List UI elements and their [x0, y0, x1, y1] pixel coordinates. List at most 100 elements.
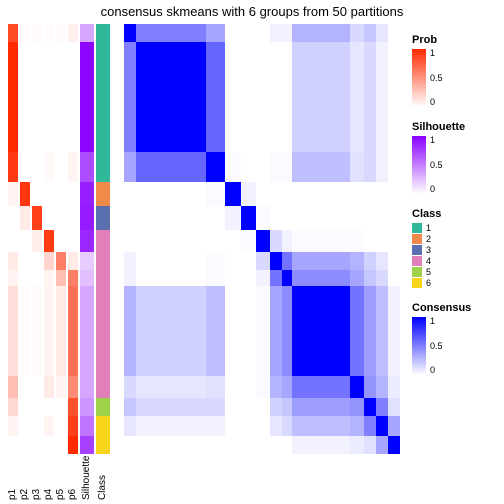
- anno-cell: [8, 230, 18, 252]
- heatmap-cell: [376, 398, 389, 416]
- heatmap-cell: [206, 436, 225, 454]
- anno-cell: [96, 398, 110, 416]
- heatmap-cell: [364, 270, 376, 286]
- anno-col-silhouette: [80, 24, 94, 454]
- heatmap-cell: [270, 376, 282, 398]
- heatmap-cell: [282, 286, 292, 376]
- heatmap-cell: [282, 376, 292, 398]
- heatmap-cell: [206, 376, 225, 398]
- silhouette-ticks: 1 0.5 0: [430, 136, 443, 194]
- legend-title: Prob: [412, 34, 498, 46]
- heatmap-cell: [292, 286, 350, 376]
- heatmap-cell: [256, 152, 270, 182]
- heatmap-cell: [256, 416, 270, 436]
- heatmap-cell: [124, 206, 136, 230]
- anno-cell: [80, 42, 94, 152]
- anno-cell: [32, 416, 42, 436]
- heatmap-cell: [364, 416, 376, 436]
- heatmap-cell: [270, 252, 282, 270]
- heatmap-cell: [225, 270, 240, 286]
- heatmap-cell: [136, 270, 207, 286]
- heatmap-cell: [292, 230, 350, 252]
- heatmap-cell: [256, 42, 270, 152]
- anno-cell: [8, 286, 18, 376]
- anno-cell: [80, 376, 94, 398]
- heatmap-cell: [241, 252, 256, 270]
- legend-silhouette: Silhouette 1 0.5 0: [412, 121, 498, 194]
- heatmap-cell: [225, 182, 240, 206]
- heatmap-cell: [350, 376, 364, 398]
- anno-cell: [20, 398, 30, 416]
- anno-col-p2: [20, 24, 30, 454]
- heatmap-cell: [206, 182, 225, 206]
- heatmap-cell: [350, 152, 364, 182]
- anno-cell: [8, 376, 18, 398]
- anno-cell: [96, 206, 110, 230]
- class-legend-item: 6: [412, 278, 498, 288]
- heatmap-cell: [282, 182, 292, 206]
- heatmap-cell: [136, 286, 207, 376]
- heatmap-cell: [136, 206, 207, 230]
- heatmap-row: [124, 152, 400, 182]
- heatmap-cell: [241, 24, 256, 42]
- heatmap-cell: [256, 206, 270, 230]
- anno-cell: [20, 270, 30, 286]
- heatmap-row: [124, 416, 400, 436]
- anno-cell: [56, 152, 66, 182]
- prob-ticks: 1 0.5 0: [430, 49, 443, 107]
- col-label-p6: p6: [67, 489, 78, 500]
- legends: Prob 1 0.5 0 Silhouette 1 0.5 0 Class 12…: [412, 34, 498, 389]
- anno-cell: [80, 252, 94, 270]
- heatmap-cell: [292, 24, 350, 42]
- prob-gradient: [412, 49, 426, 107]
- heatmap-cell: [136, 376, 207, 398]
- anno-col-p3: [32, 24, 42, 454]
- anno-col-p4: [44, 24, 54, 454]
- class-swatch: [412, 223, 422, 233]
- anno-cell: [8, 436, 18, 454]
- heatmap-cell: [256, 230, 270, 252]
- heatmap-cell: [225, 398, 240, 416]
- heatmap-cell: [388, 24, 400, 42]
- anno-cell: [68, 206, 78, 230]
- anno-cell: [56, 398, 66, 416]
- anno-cell: [44, 230, 54, 252]
- anno-cell: [20, 416, 30, 436]
- anno-cell: [80, 398, 94, 416]
- anno-cell: [32, 182, 42, 206]
- heatmap-cell: [225, 152, 240, 182]
- heatmap-cell: [136, 182, 207, 206]
- heatmap-cell: [364, 182, 376, 206]
- anno-cell: [56, 416, 66, 436]
- heatmap-row: [124, 376, 400, 398]
- anno-cell: [20, 152, 30, 182]
- anno-cell: [68, 182, 78, 206]
- heatmap-cell: [124, 398, 136, 416]
- col-label-silhouette: Silhouette: [81, 456, 92, 500]
- heatmap-cell: [136, 152, 207, 182]
- heatmap-cell: [364, 252, 376, 270]
- heatmap-cell: [282, 416, 292, 436]
- heatmap-cell: [292, 182, 350, 206]
- anno-cell: [32, 152, 42, 182]
- anno-cell: [68, 230, 78, 252]
- anno-cell: [56, 230, 66, 252]
- consensus-gradient: [412, 317, 426, 375]
- anno-cell: [32, 230, 42, 252]
- plot-title: consensus skmeans with 6 groups from 50 …: [0, 4, 504, 19]
- anno-cell: [68, 252, 78, 270]
- anno-cell: [68, 376, 78, 398]
- heatmap-cell: [136, 436, 207, 454]
- heatmap-cell: [350, 252, 364, 270]
- heatmap-cell: [270, 230, 282, 252]
- anno-cell: [56, 252, 66, 270]
- class-label: 3: [426, 245, 431, 255]
- class-label: 6: [426, 278, 431, 288]
- heatmap-cell: [376, 206, 389, 230]
- class-legend-item: 2: [412, 234, 498, 244]
- anno-cell: [8, 206, 18, 230]
- anno-cell: [56, 42, 66, 152]
- col-label-class: Class: [97, 475, 108, 500]
- heatmap-cell: [256, 24, 270, 42]
- anno-cell: [20, 252, 30, 270]
